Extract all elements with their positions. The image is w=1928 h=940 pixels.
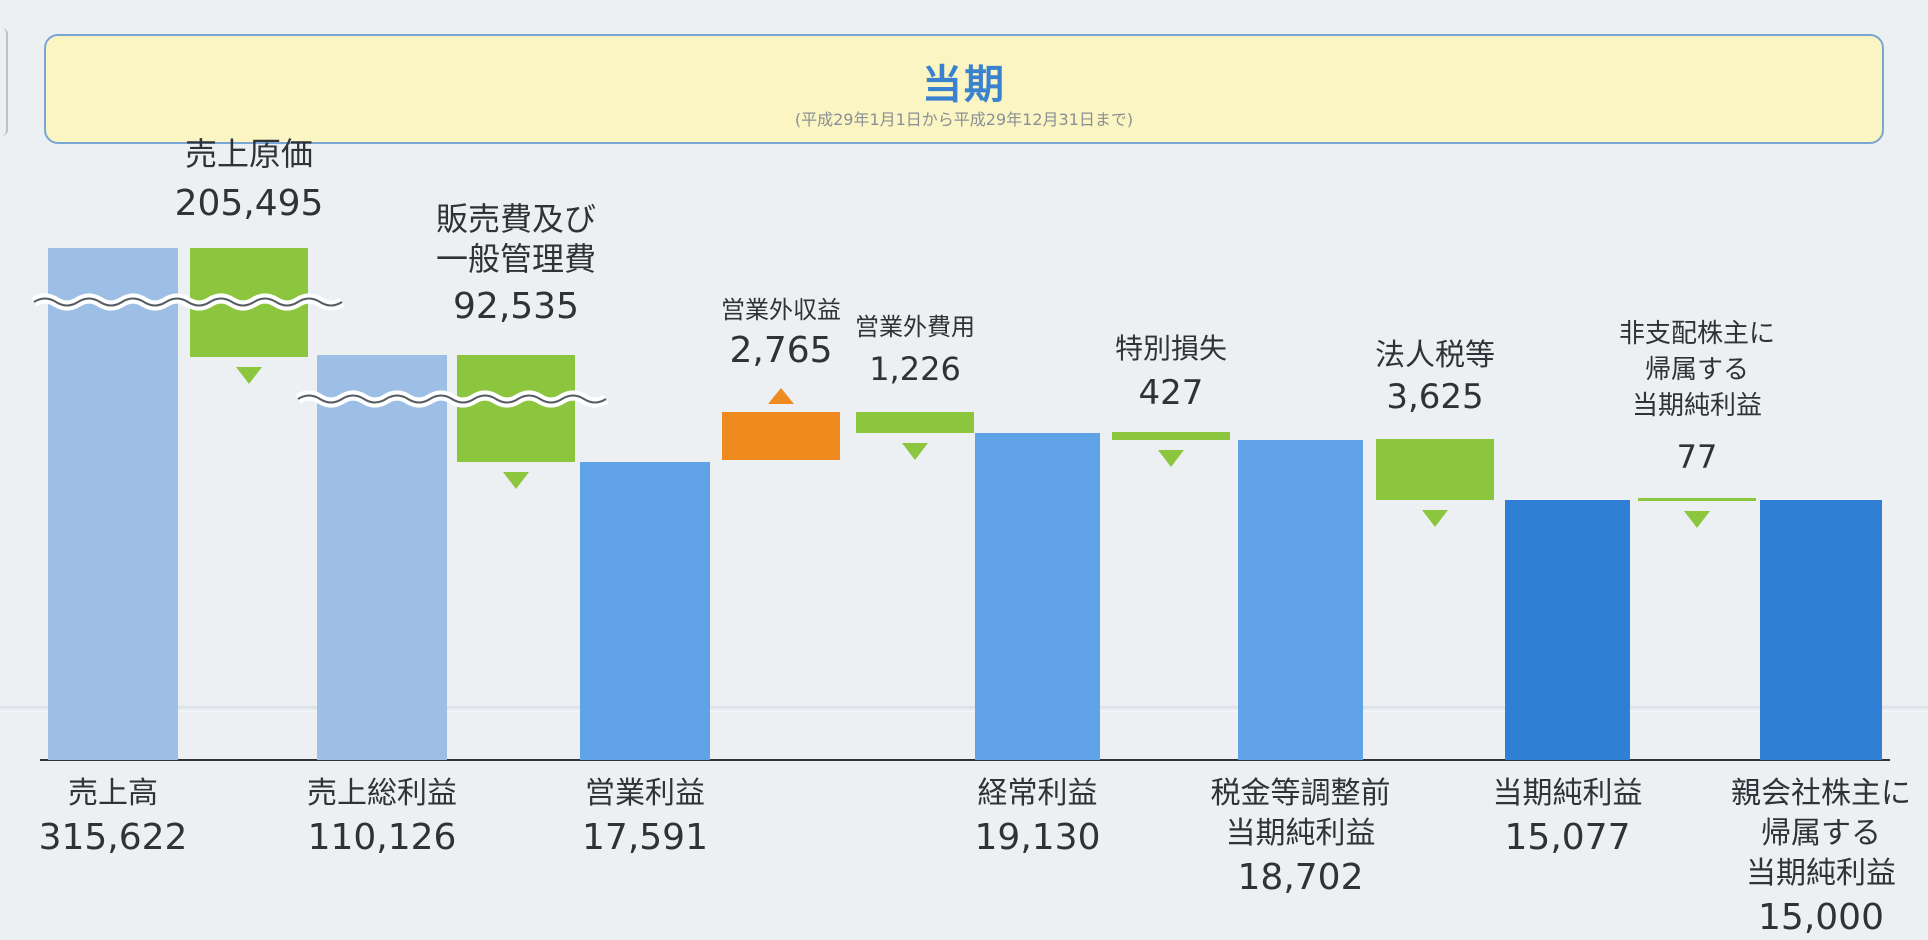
category-label-ordinary-0: 経常利益 (978, 776, 1098, 811)
bar-taxes (1376, 439, 1494, 500)
value-label-op: 17,591 (582, 817, 708, 858)
period-header: 当期 (平成29年1月1日から平成29年12月31日まで) (44, 34, 1884, 144)
value-label-minority: 77 (1677, 438, 1718, 476)
category-label-cogs-0: 売上原価 (185, 135, 313, 173)
bar-net (1505, 500, 1630, 760)
category-label-net-0: 当期純利益 (1493, 776, 1643, 811)
value-label-nonop_exp: 1,226 (869, 350, 961, 388)
value-label-ordinary: 19,130 (975, 817, 1101, 858)
increase-marker-nonop_inc (768, 388, 794, 404)
bar-nonop_exp (856, 412, 974, 433)
category-label-pretax-1: 当期純利益 (1226, 816, 1376, 851)
bar-parent_net (1760, 500, 1882, 760)
bar-nonop_inc (722, 412, 840, 460)
bar-op (580, 462, 710, 760)
category-label-gross-0: 売上総利益 (307, 776, 457, 811)
bar-gross (317, 355, 447, 760)
bar-special_loss (1112, 432, 1230, 440)
bar-pretax (1238, 440, 1363, 760)
value-label-nonop_inc: 2,765 (729, 330, 832, 371)
decrease-marker-taxes (1422, 510, 1448, 527)
value-label-sales: 315,622 (39, 817, 188, 858)
value-label-sga: 92,535 (453, 286, 579, 327)
bar-sales (48, 248, 178, 760)
category-label-nonop_exp-0: 営業外費用 (855, 313, 975, 341)
decrease-marker-special_loss (1158, 450, 1184, 467)
bar-sga (457, 355, 575, 462)
category-label-taxes-0: 法人税等 (1375, 338, 1495, 373)
value-label-net: 15,077 (1505, 817, 1631, 858)
value-label-cogs: 205,495 (175, 183, 324, 224)
period-range: (平成29年1月1日から平成29年12月31日まで) (794, 110, 1134, 129)
value-label-taxes: 3,625 (1386, 377, 1483, 417)
category-label-parent_net-2: 当期純利益 (1746, 856, 1896, 891)
value-label-gross: 110,126 (308, 817, 457, 858)
category-label-minority-2: 当期純利益 (1632, 391, 1762, 421)
period-title: 当期 (922, 62, 1006, 108)
category-label-pretax-0: 税金等調整前 (1211, 776, 1391, 811)
category-label-sga-1: 一般管理費 (436, 240, 596, 278)
category-label-op-0: 営業利益 (585, 776, 705, 811)
category-label-minority-0: 非支配株主に (1619, 319, 1775, 349)
decrease-marker-cogs (236, 367, 262, 384)
page-edge (0, 28, 8, 136)
value-label-pretax: 18,702 (1238, 857, 1364, 898)
category-label-sales-0: 売上高 (68, 776, 158, 811)
category-label-sga-0: 販売費及び (436, 200, 596, 238)
category-label-parent_net-1: 帰属する (1761, 816, 1881, 851)
category-label-minority-1: 帰属する (1645, 355, 1749, 385)
category-label-special_loss-0: 特別損失 (1115, 332, 1227, 365)
bar-ordinary (975, 433, 1100, 760)
decrease-marker-nonop_exp (902, 443, 928, 460)
axis-break-1 (33, 297, 343, 307)
decrease-marker-sga (503, 472, 529, 489)
axis-break-2 (297, 394, 607, 404)
value-label-special_loss: 427 (1139, 373, 1204, 413)
category-label-nonop_inc-0: 営業外収益 (721, 296, 841, 324)
category-label-parent_net-0: 親会社株主に (1731, 776, 1911, 811)
bar-minority (1638, 498, 1756, 501)
value-label-parent_net: 15,000 (1758, 897, 1884, 938)
decrease-marker-minority (1684, 511, 1710, 528)
paper-fold (0, 706, 1928, 712)
